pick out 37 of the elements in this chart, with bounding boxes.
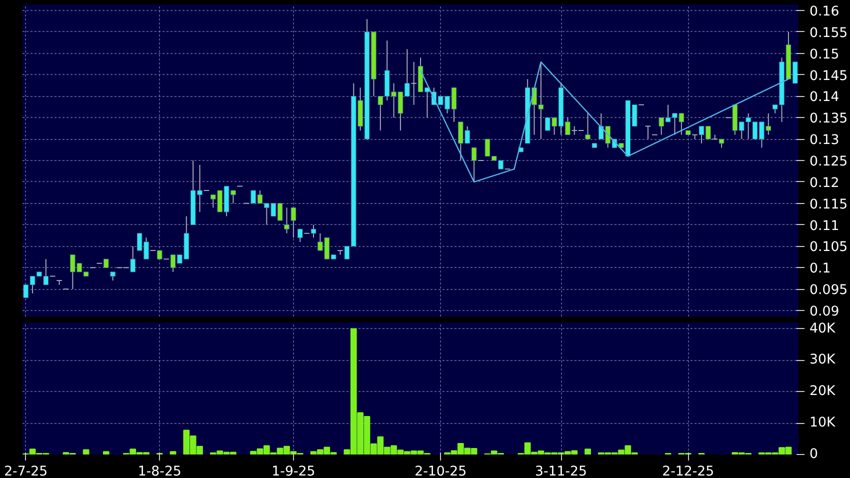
y-tick-label: 0.135 <box>810 112 848 127</box>
candlestick <box>410 61 418 106</box>
y-tick-label: 0.12 <box>810 176 840 191</box>
bar <box>102 451 110 454</box>
x-tick-label: 1-8-25 <box>138 464 182 478</box>
x-tick-label: 1-9-25 <box>272 464 316 478</box>
x-tick-label: 2-12-25 <box>662 464 714 478</box>
candlestick <box>337 250 344 256</box>
candlestick <box>644 126 652 140</box>
y-tick-label: 0.155 <box>810 26 848 41</box>
y-tick-label: 0.095 <box>810 283 848 298</box>
y-tick-label: 0.105 <box>810 240 848 256</box>
x-tick-label: 3-11-25 <box>535 464 588 478</box>
y-tick-label: 0.11 <box>810 218 840 234</box>
candlestick <box>290 207 296 238</box>
candlestick <box>56 280 62 286</box>
y-tick-label: 10K <box>810 416 836 431</box>
x-tick-label: 2-7-25 <box>4 464 48 478</box>
y-tick-label: 0.09 <box>810 304 840 320</box>
y-tick-label: 0.1 <box>810 262 831 277</box>
x-tick-label: 2-10-25 <box>414 464 467 478</box>
bar <box>584 448 591 454</box>
bar <box>82 449 90 454</box>
y-tick-label: 30K <box>810 352 836 368</box>
candlestick <box>284 207 290 234</box>
y-tick-label: 0.145 <box>810 68 848 84</box>
y-tick-label: 0.16 <box>810 4 840 20</box>
y-tick-label: 0 <box>810 447 818 462</box>
bar <box>170 451 176 454</box>
candlestick <box>585 112 590 140</box>
y-tick-label: 0.13 <box>810 133 840 148</box>
y-tick-label: 0.115 <box>810 197 848 212</box>
y-tick-label: 20K <box>810 384 836 400</box>
y-tick-label: 0.15 <box>810 47 840 62</box>
y-tick-label: 0.14 <box>810 90 840 106</box>
y-tick-label: 0.125 <box>810 154 848 170</box>
y-tick-label: 40K <box>810 321 836 336</box>
